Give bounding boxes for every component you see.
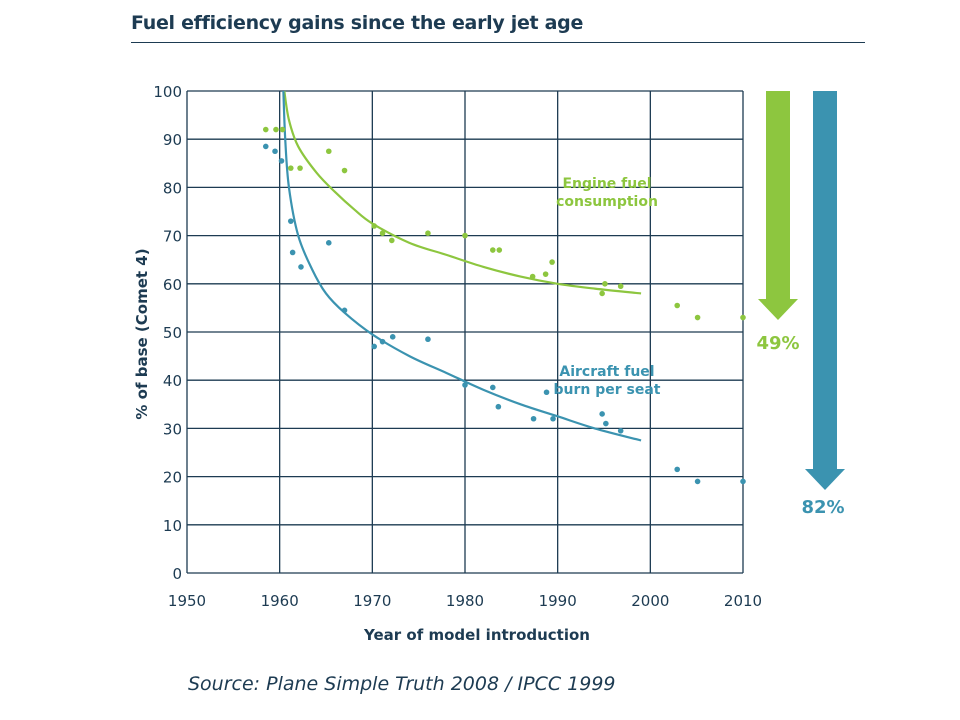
point-engine-12 bbox=[490, 247, 496, 253]
point-aircraft-6 bbox=[325, 240, 332, 246]
point-aircraft-21 bbox=[674, 466, 681, 473]
trend-line-aircraft bbox=[282, 90, 642, 442]
point-aircraft-19 bbox=[603, 420, 609, 427]
x-tick-1960: 1960 bbox=[261, 592, 299, 610]
x-axis-label: Year of model introduction bbox=[363, 626, 590, 644]
percent-label-engine: 49% bbox=[756, 333, 799, 354]
percent-label-aircraft: 82% bbox=[801, 497, 844, 518]
point-aircraft-3 bbox=[287, 218, 294, 224]
point-engine-3 bbox=[287, 165, 294, 171]
point-engine-10 bbox=[425, 230, 431, 236]
point-aircraft-22 bbox=[694, 478, 701, 485]
point-aircraft-10 bbox=[389, 334, 396, 340]
point-aircraft-18 bbox=[599, 411, 605, 417]
point-engine-11 bbox=[462, 232, 468, 239]
point-aircraft-7 bbox=[341, 307, 348, 314]
point-aircraft-13 bbox=[490, 384, 496, 391]
point-aircraft-20 bbox=[617, 428, 624, 434]
point-engine-14 bbox=[529, 273, 536, 280]
reduction-arrows: 49% 82% bbox=[756, 91, 845, 518]
series-labels: Engine fuel consumption Aircraft fuel burn … bbox=[554, 176, 661, 398]
x-tick-1950: 1950 bbox=[168, 592, 206, 610]
point-aircraft-1 bbox=[272, 148, 278, 155]
gridlines bbox=[186, 90, 744, 574]
y-tick-50: 50 bbox=[163, 324, 182, 342]
source-note: Source: Plane Simple Truth 2008 / IPCC 1… bbox=[188, 673, 616, 695]
point-aircraft-15 bbox=[530, 415, 537, 422]
arrow-shaft-aircraft bbox=[813, 91, 837, 469]
arrow-head-aircraft bbox=[805, 469, 845, 490]
point-aircraft-9 bbox=[379, 338, 386, 345]
tick-labels: 0 10 20 30 40 50 60 70 80 90 100 1950 1960 1970 1980 19… bbox=[153, 83, 762, 610]
y-axis-label: % of base (Comet 4) bbox=[133, 248, 151, 419]
series-label-engine: Engine fuel consumption bbox=[556, 176, 658, 210]
point-aircraft-17 bbox=[550, 415, 556, 422]
point-aircraft-8 bbox=[371, 343, 377, 350]
series-label-aircraft: Aircraft fuel burn per seat bbox=[554, 364, 661, 398]
point-engine-0 bbox=[262, 126, 269, 133]
series-label-line-engine-1: consumption bbox=[556, 194, 658, 210]
y-tick-90: 90 bbox=[163, 131, 182, 149]
data-points bbox=[262, 126, 746, 485]
point-engine-18 bbox=[602, 281, 608, 287]
trend-line-engine bbox=[283, 90, 642, 295]
x-tick-1980: 1980 bbox=[446, 592, 484, 610]
point-engine-7 bbox=[371, 223, 377, 229]
point-engine-2 bbox=[279, 126, 286, 133]
point-aircraft-2 bbox=[278, 158, 285, 164]
y-tick-70: 70 bbox=[163, 228, 182, 246]
point-aircraft-14 bbox=[495, 403, 502, 410]
arrow-shaft-engine bbox=[766, 91, 790, 299]
point-engine-16 bbox=[549, 259, 555, 265]
point-engine-8 bbox=[379, 230, 386, 236]
point-engine-9 bbox=[388, 237, 395, 244]
x-tick-2000: 2000 bbox=[631, 592, 669, 610]
series-label-line-aircraft-0: Aircraft fuel bbox=[559, 364, 654, 380]
arrow-head-engine bbox=[758, 299, 798, 320]
point-engine-19 bbox=[617, 283, 624, 290]
y-tick-60: 60 bbox=[163, 276, 182, 294]
point-engine-21 bbox=[694, 314, 701, 321]
point-aircraft-16 bbox=[543, 389, 550, 396]
point-aircraft-4 bbox=[289, 249, 296, 256]
y-tick-10: 10 bbox=[163, 517, 182, 535]
series-label-line-engine-0: Engine fuel bbox=[562, 176, 651, 192]
title-divider bbox=[131, 42, 865, 43]
point-engine-1 bbox=[273, 126, 279, 133]
point-aircraft-12 bbox=[462, 382, 468, 388]
point-engine-4 bbox=[297, 165, 303, 171]
point-aircraft-5 bbox=[298, 264, 304, 270]
y-tick-40: 40 bbox=[163, 372, 182, 390]
point-aircraft-23 bbox=[740, 478, 746, 485]
point-engine-22 bbox=[740, 314, 746, 321]
point-engine-5 bbox=[325, 148, 332, 155]
chart-title: Fuel efficiency gains since the early je… bbox=[131, 12, 584, 34]
y-tick-100: 100 bbox=[153, 83, 182, 101]
x-tick-1970: 1970 bbox=[353, 592, 391, 610]
point-engine-15 bbox=[542, 271, 549, 277]
x-tick-1990: 1990 bbox=[539, 592, 577, 610]
y-tick-0: 0 bbox=[172, 565, 182, 583]
series-label-line-aircraft-1: burn per seat bbox=[554, 382, 661, 398]
trend-lines bbox=[282, 90, 642, 442]
point-engine-13 bbox=[496, 247, 503, 253]
point-engine-20 bbox=[674, 302, 681, 309]
point-aircraft-0 bbox=[262, 143, 269, 150]
point-engine-17 bbox=[599, 290, 605, 297]
point-engine-6 bbox=[341, 167, 348, 174]
x-tick-2010: 2010 bbox=[724, 592, 762, 610]
y-tick-20: 20 bbox=[163, 469, 182, 487]
y-tick-80: 80 bbox=[163, 179, 182, 197]
point-aircraft-11 bbox=[425, 336, 431, 343]
y-tick-30: 30 bbox=[163, 420, 182, 438]
